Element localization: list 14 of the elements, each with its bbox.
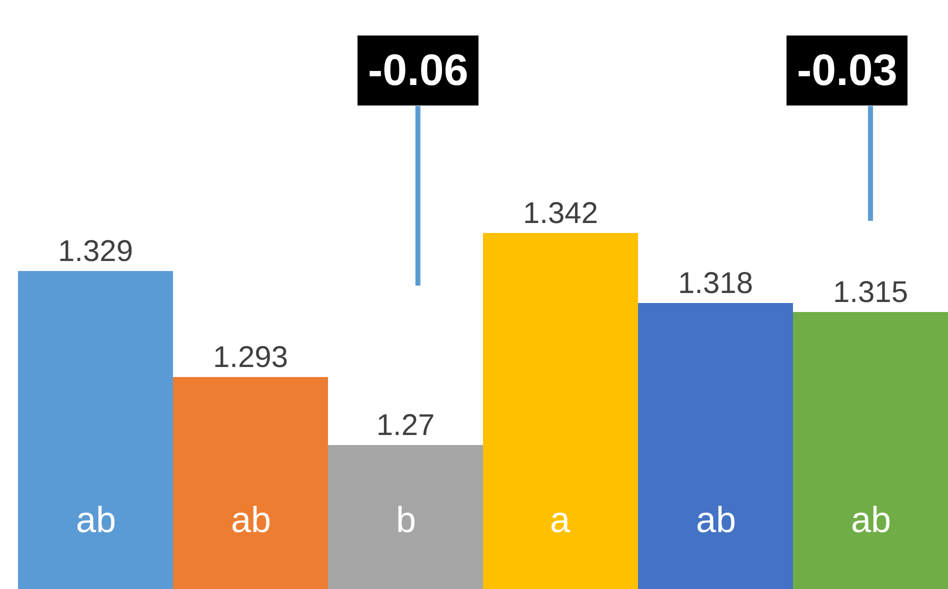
- x-tick-label: ab: [231, 499, 272, 540]
- data-label: 1.342: [522, 197, 598, 230]
- x-tick-label: ab: [851, 499, 892, 540]
- data-label: 1.315: [832, 276, 908, 309]
- x-tick-label: ab: [696, 499, 736, 540]
- annotation: -0.03: [797, 46, 898, 95]
- data-label: 1.27: [376, 409, 435, 442]
- data-label: 1.318: [678, 267, 754, 300]
- annotation: -0.06: [368, 46, 468, 95]
- x-tick-label: ab: [76, 499, 116, 540]
- x-tick-label: b: [396, 499, 416, 540]
- x-tick-label: a: [550, 499, 571, 540]
- data-label: 1.293: [212, 341, 288, 374]
- data-label: 1.329: [58, 235, 134, 268]
